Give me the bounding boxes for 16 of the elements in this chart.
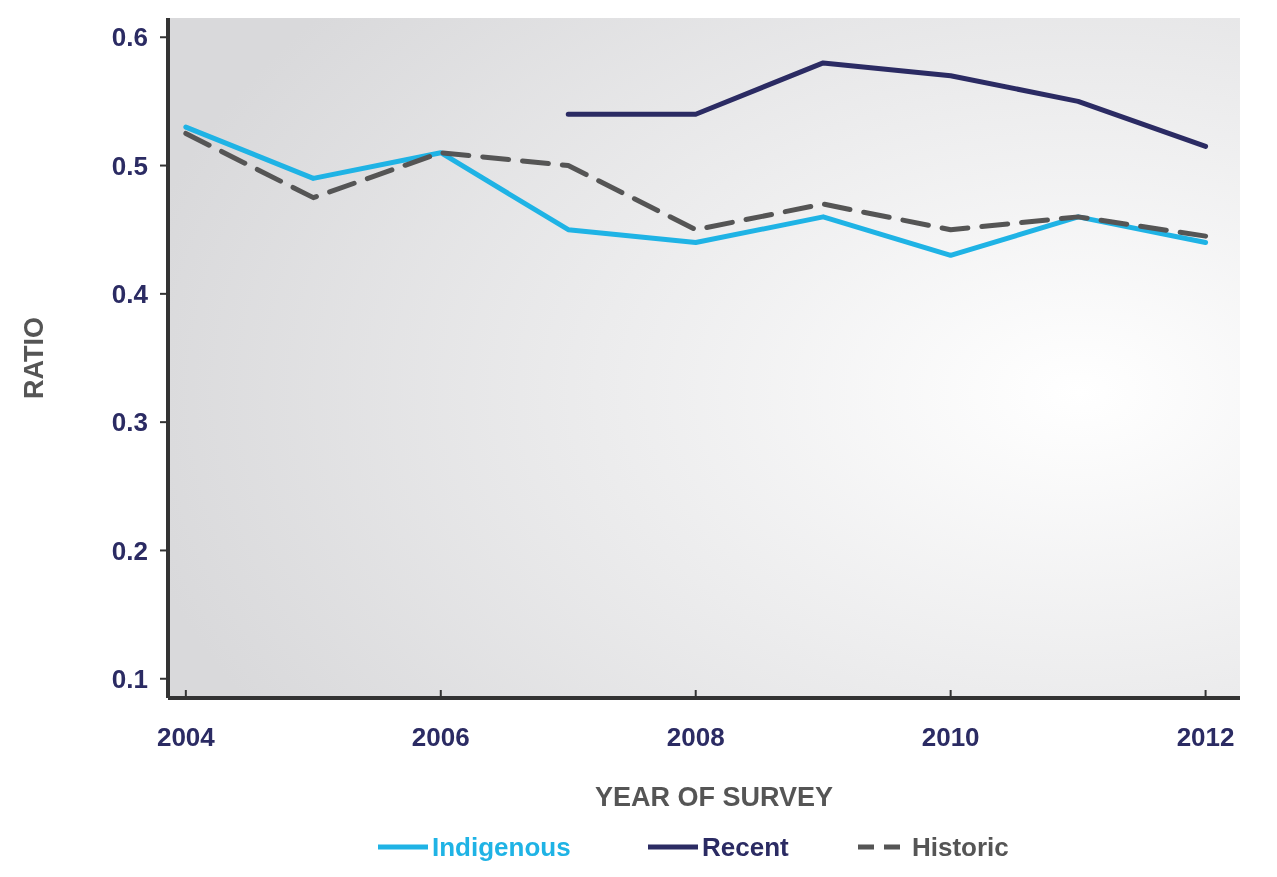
y-tick-label: 0.6 (111, 22, 148, 53)
y-tick-label: 0.5 (111, 150, 148, 181)
x-axis-title: YEAR OF SURVEY (594, 782, 834, 812)
y-tick-label: 0.3 (111, 407, 148, 438)
legend-label: Recent (702, 832, 790, 862)
x-tick-label: 2010 (921, 722, 980, 752)
x-tick-label: 2006 (411, 722, 470, 752)
y-tick-label: 0.4 (111, 278, 149, 309)
y-tick-label: 0.2 (111, 535, 148, 566)
y-axis-title: RATIO (19, 317, 49, 399)
x-tick-label: 2004 (156, 722, 216, 752)
x-tick-label: 2008 (666, 722, 725, 752)
legend-label: Historic (912, 832, 1009, 862)
y-tick-label: 0.1 (111, 663, 148, 694)
x-tick-label: 2012 (1176, 722, 1235, 752)
legend-label: Indigenous (432, 832, 571, 862)
